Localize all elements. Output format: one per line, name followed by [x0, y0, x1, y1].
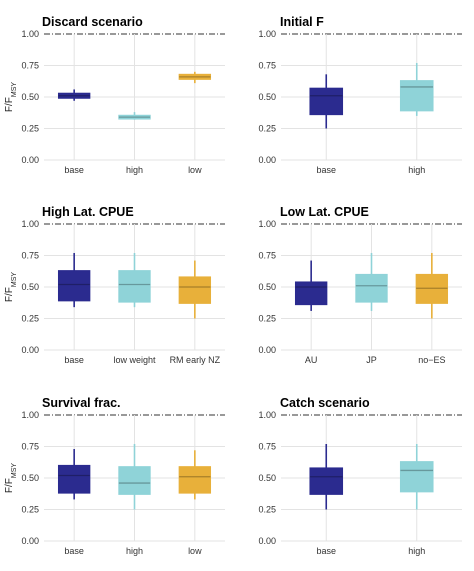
y-axis-label: F/FMSY: [4, 272, 18, 303]
box-base: [57, 464, 91, 494]
y-tick-label: 0.00: [21, 155, 39, 165]
panel-4: Low Lat. CPUE 0.00 0.25 0.50 0.75 1.00 AU JP no−…: [258, 205, 462, 365]
y-tick-label: 0.00: [21, 345, 39, 355]
x-tick-label: high: [126, 546, 143, 556]
box-base: [309, 87, 344, 116]
y-tick-label: 0.00: [258, 155, 276, 165]
box-high: [399, 461, 434, 493]
x-tick-label: low: [188, 165, 202, 175]
y-tick-label: 1.00: [21, 219, 39, 229]
y-tick-label: 0.50: [258, 473, 276, 483]
panel-title: High Lat. CPUE: [42, 205, 134, 219]
y-tick-label: 0.75: [21, 61, 39, 71]
panel-6: Catch scenario 0.00 0.25 0.50 0.75 1.00 base hi…: [258, 396, 462, 556]
x-tick-label: no−ES: [418, 355, 445, 365]
panel-2: Initial F 0.00 0.25 0.50 0.75 1.00 base high: [258, 15, 462, 175]
panel-3: High Lat. CPUE 0.00 0.25 0.50 0.75 1.00 F/FMSY…: [4, 205, 225, 365]
y-tick-label: 0.50: [21, 473, 39, 483]
panel-title: Initial F: [280, 15, 324, 29]
y-axis-label-subscript: MSY: [11, 82, 18, 98]
x-tick-label: JP: [366, 355, 377, 365]
y-tick-label: 0.00: [21, 536, 39, 546]
box-high: [399, 80, 434, 112]
y-tick-label: 0.75: [258, 442, 276, 452]
box-no-es: [415, 273, 449, 304]
box-base: [57, 92, 91, 99]
x-tick-label: high: [408, 546, 425, 556]
y-tick-label: 0.50: [258, 282, 276, 292]
panel-5: Survival frac. 0.00 0.25 0.50 0.75 1.00 F/FMSY…: [4, 396, 225, 556]
x-tick-label: low weight: [113, 355, 156, 365]
y-tick-label: 0.75: [258, 61, 276, 71]
y-tick-label: 0.25: [21, 314, 39, 324]
x-tick-label: base: [316, 165, 336, 175]
box-low: [178, 466, 212, 494]
box-base: [309, 467, 344, 495]
x-tick-label: low: [188, 546, 202, 556]
box-low-weight: [118, 270, 151, 303]
box-au: [294, 281, 328, 306]
y-tick-label: 1.00: [21, 410, 39, 420]
y-axis-label-main: F/F: [4, 478, 15, 493]
x-tick-label: base: [64, 165, 84, 175]
y-tick-label: 0.25: [21, 124, 39, 134]
box-jp: [355, 273, 388, 303]
y-axis-label-main: F/F: [4, 287, 15, 302]
x-tick-label: base: [64, 546, 84, 556]
y-axis-label: F/FMSY: [4, 82, 18, 113]
x-tick-label: high: [126, 165, 143, 175]
y-tick-label: 1.00: [258, 29, 276, 39]
box-high: [118, 466, 151, 495]
y-axis-label: F/FMSY: [4, 463, 18, 494]
y-tick-label: 0.50: [258, 92, 276, 102]
y-tick-label: 0.00: [258, 345, 276, 355]
panel-title: Catch scenario: [280, 396, 370, 410]
y-tick-label: 1.00: [258, 410, 276, 420]
y-axis-label-subscript: MSY: [11, 272, 18, 288]
panel-1: Discard scenario 0.00 0.25 0.50 0.75 1.00 F/FM…: [4, 15, 225, 175]
x-tick-label: RM early NZ: [170, 355, 221, 365]
panel-title: Survival frac.: [42, 396, 121, 410]
x-tick-label: base: [64, 355, 84, 365]
y-tick-label: 0.50: [21, 92, 39, 102]
y-tick-label: 1.00: [21, 29, 39, 39]
y-tick-label: 0.50: [21, 282, 39, 292]
x-tick-label: high: [408, 165, 425, 175]
y-tick-label: 1.00: [258, 219, 276, 229]
y-tick-label: 0.25: [258, 505, 276, 515]
y-tick-label: 0.25: [258, 124, 276, 134]
x-tick-label: AU: [305, 355, 318, 365]
box-base: [57, 270, 91, 302]
y-tick-label: 0.75: [258, 251, 276, 261]
y-tick-label: 0.00: [258, 536, 276, 546]
y-tick-label: 0.25: [258, 314, 276, 324]
box-high: [118, 114, 151, 120]
y-tick-label: 0.25: [21, 505, 39, 515]
y-tick-label: 0.75: [21, 251, 39, 261]
x-tick-label: base: [316, 546, 336, 556]
y-axis-label-main: F/F: [4, 97, 15, 112]
box-rm-early-nz: [178, 276, 212, 304]
box-low: [178, 73, 212, 80]
y-axis-label-subscript: MSY: [11, 463, 18, 479]
panel-title: Low Lat. CPUE: [280, 205, 369, 219]
panel-title: Discard scenario: [42, 15, 143, 29]
y-tick-label: 0.75: [21, 442, 39, 452]
